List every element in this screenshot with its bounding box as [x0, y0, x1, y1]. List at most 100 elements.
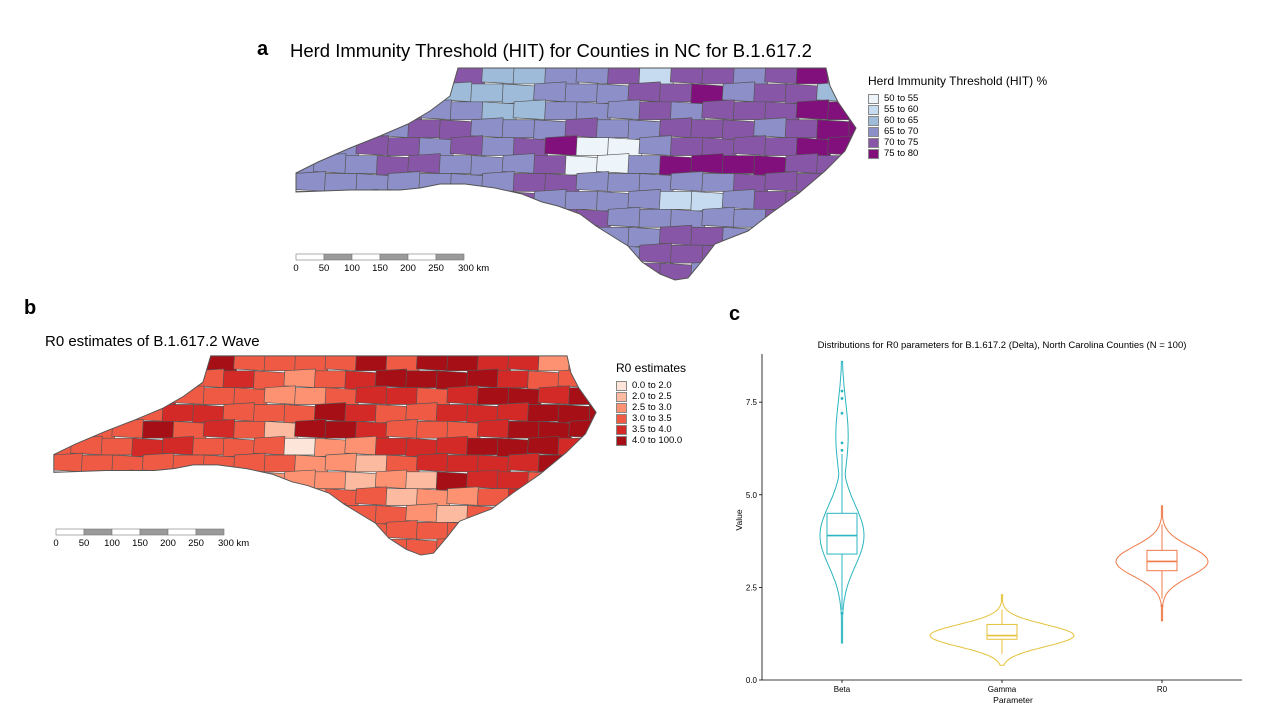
- violin-outline: [1115, 505, 1209, 622]
- r0-county: [385, 387, 420, 405]
- r0-county: [294, 419, 329, 439]
- r0-county: [80, 454, 116, 473]
- r0-county: [405, 503, 440, 523]
- hit-county: [296, 83, 317, 103]
- hit-county: [575, 208, 611, 230]
- r0-county: [313, 402, 349, 422]
- hit-county: [438, 189, 475, 210]
- outlier-point: [840, 397, 844, 400]
- hit-county: [324, 68, 360, 85]
- r0-scale-label: 50: [79, 538, 90, 549]
- r0-county: [233, 488, 268, 508]
- hit-scale-label: 0: [293, 263, 298, 274]
- hit-legend-item: 60 to 65: [868, 115, 1047, 126]
- r0-county: [405, 471, 440, 489]
- r0-county: [415, 421, 451, 439]
- r0-county: [263, 385, 298, 405]
- hit-county: [296, 101, 328, 123]
- r0-county: [141, 421, 176, 439]
- hit-county: [575, 171, 611, 192]
- hit-county: [658, 117, 695, 139]
- hit-county: [564, 262, 600, 280]
- hit-county: [501, 191, 537, 212]
- r0-legend-swatch: [616, 391, 627, 402]
- hit-legend-item: 75 to 80: [868, 148, 1047, 159]
- r0-legend-label: 3.0 to 3.5: [632, 413, 672, 424]
- r0-county: [568, 488, 597, 506]
- r0-county: [446, 385, 481, 405]
- r0-county: [202, 488, 237, 506]
- y-tick-label: 2.5: [746, 583, 758, 592]
- hit-legend-swatch: [868, 93, 879, 104]
- hit-county: [575, 68, 611, 85]
- hit-county: [470, 117, 506, 139]
- r0-county: [283, 538, 318, 556]
- r0-legend-label: 2.0 to 2.5: [632, 391, 672, 402]
- hit-county: [848, 119, 856, 139]
- hit-county: [658, 191, 695, 210]
- hit-county: [827, 208, 856, 228]
- hit-county: [324, 206, 360, 228]
- hit-county: [753, 262, 789, 280]
- hit-county: [324, 99, 360, 121]
- hit-county: [407, 226, 443, 246]
- hit-county: [313, 226, 349, 246]
- hit-county: [764, 68, 800, 85]
- r0-county: [53, 471, 74, 489]
- r0-county: [324, 421, 359, 439]
- hit-scale-bar: 0 50 100 150 200 250 300 km: [293, 253, 489, 274]
- x-tick-label: Gamma: [988, 685, 1017, 694]
- r0-county: [192, 437, 227, 456]
- hit-county: [732, 208, 769, 228]
- hit-county: [732, 135, 769, 156]
- outlier-point: [840, 411, 844, 415]
- r0-county: [70, 404, 105, 422]
- hit-county: [564, 117, 600, 139]
- hit-county: [449, 135, 486, 156]
- r0-county: [70, 505, 105, 523]
- hit-county: [418, 173, 454, 192]
- hit-legend-label: 55 to 60: [884, 104, 919, 115]
- r0-county: [557, 538, 592, 556]
- r0-county: [263, 486, 298, 506]
- chart-title: Distributions for R0 parameters for B.1.…: [818, 340, 1187, 351]
- r0-county: [496, 471, 531, 489]
- r0-county: [527, 435, 562, 456]
- r0-county: [476, 520, 511, 540]
- r0-county: [446, 454, 481, 473]
- outlier-point: [840, 448, 844, 452]
- hit-county: [438, 155, 475, 174]
- r0-county: [100, 404, 135, 424]
- hit-county: [848, 262, 856, 280]
- r0-county: [385, 419, 420, 439]
- r0-county: [161, 505, 196, 523]
- r0-county: [496, 402, 531, 422]
- r0-county: [324, 488, 359, 508]
- hit-county: [438, 81, 475, 103]
- r0-county: [131, 503, 166, 523]
- hit-legend-swatch: [868, 148, 879, 159]
- hit-county: [355, 68, 391, 87]
- hit-scale-label: 200: [400, 263, 416, 274]
- r0-county: [100, 368, 135, 389]
- hit-county: [816, 81, 852, 103]
- hit-county: [795, 68, 831, 85]
- r0-county: [568, 454, 597, 475]
- r0-county: [111, 488, 146, 506]
- hit-county: [753, 191, 789, 210]
- r0-county: [161, 404, 196, 422]
- hit-legend-label: 70 to 75: [884, 137, 919, 148]
- r0-legend-swatch: [616, 435, 627, 446]
- outlier-point: [840, 389, 844, 393]
- hit-county: [607, 68, 643, 85]
- y-tick-label: 0.0: [746, 676, 758, 685]
- hit-county: [816, 155, 852, 174]
- hit-county: [386, 137, 423, 156]
- r0-legend-title: R0 estimates: [616, 361, 687, 375]
- hit-county: [313, 119, 349, 139]
- hit-county: [627, 81, 663, 103]
- r0-legend-swatch: [616, 413, 627, 424]
- hit-county: [596, 153, 632, 174]
- hit-county: [296, 208, 328, 230]
- r0-scale-segment: [195, 528, 225, 536]
